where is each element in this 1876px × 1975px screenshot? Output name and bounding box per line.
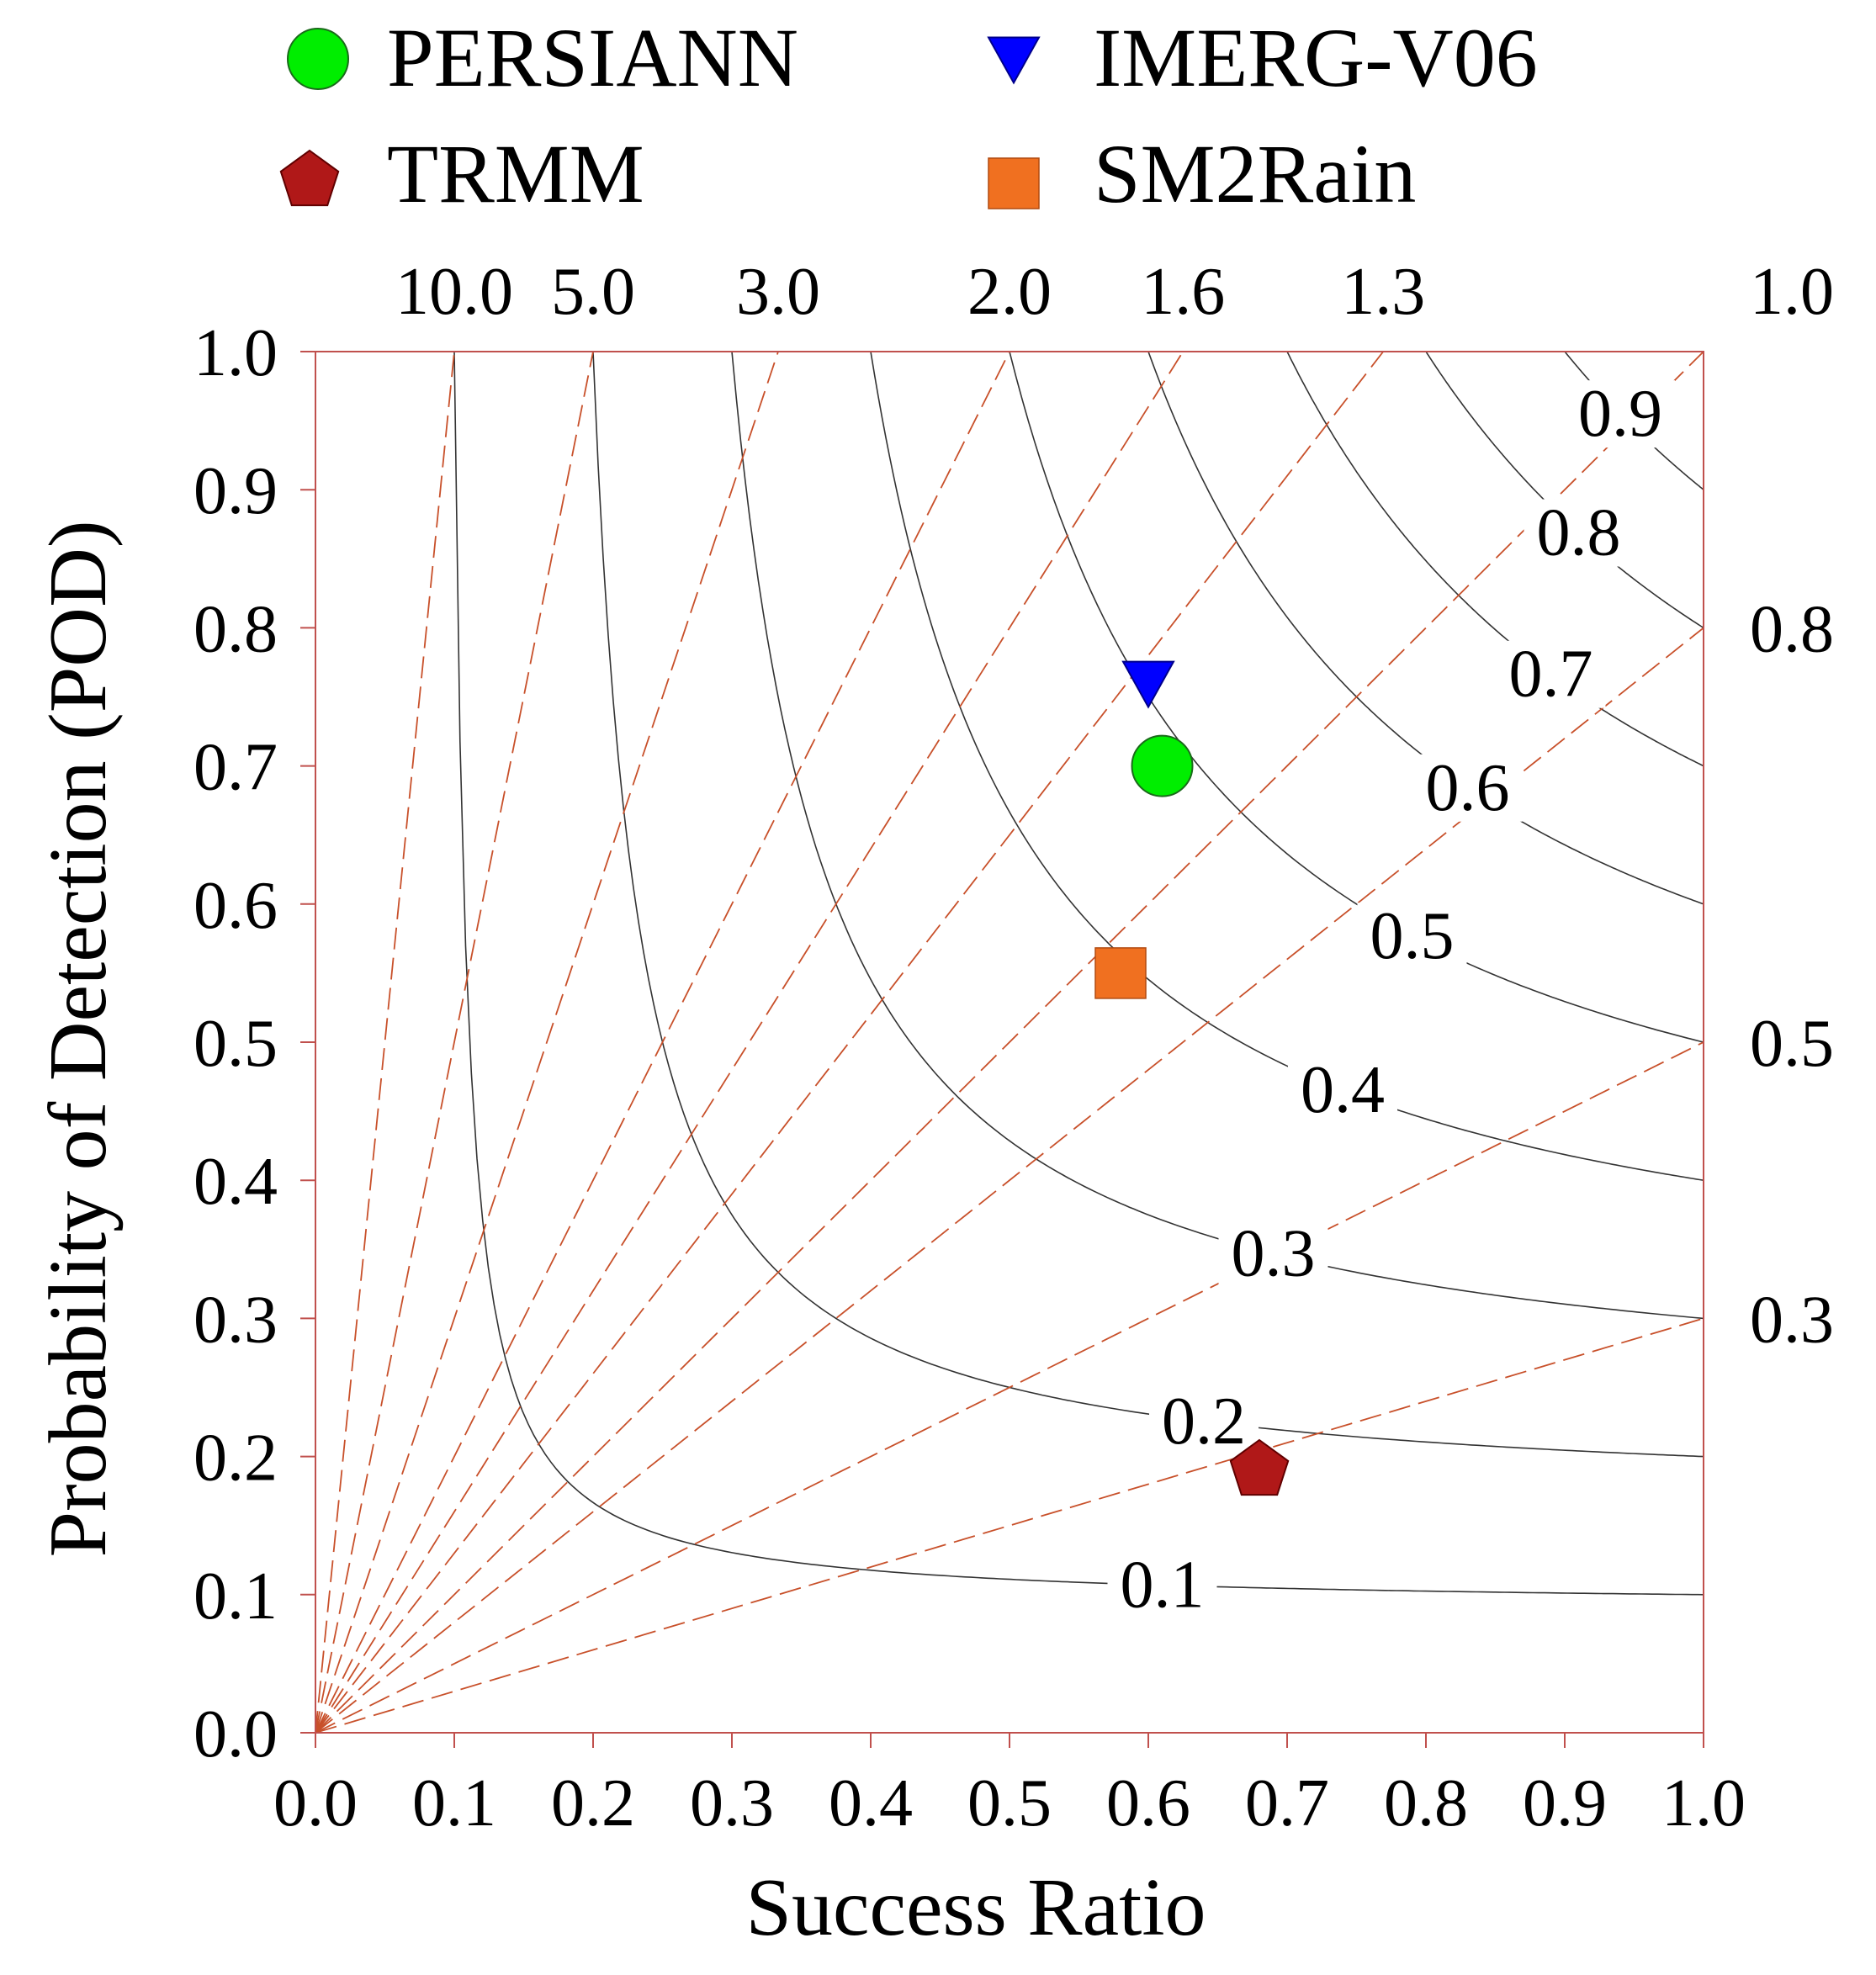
- legend-label: TRMM: [387, 127, 644, 220]
- data-point-persiann: [1131, 734, 1194, 797]
- x-tick-label: 0.0: [273, 1766, 358, 1840]
- chart-markers-layer: [1094, 660, 1290, 1496]
- csi-line: [1286, 351, 1704, 767]
- y-tick-label: 0.3: [193, 1283, 278, 1357]
- bias-top-label: 2.0: [967, 255, 1052, 329]
- bias-top-label: 1.6: [1141, 255, 1225, 329]
- y-tick-label: 0.4: [193, 1145, 278, 1219]
- x-tick-label: 0.5: [967, 1766, 1052, 1840]
- legend-marker-persiann: [287, 28, 349, 90]
- csi-line: [453, 351, 1704, 1596]
- csi-label: 0.1: [1121, 1549, 1205, 1623]
- legend-item: SM2Rain: [988, 127, 1416, 220]
- csi-line: [731, 351, 1704, 1320]
- x-tick-label: 0.2: [551, 1766, 635, 1840]
- bias-line: [315, 351, 594, 1734]
- csi-label: 0.5: [1370, 899, 1455, 973]
- csi-label-background: [1357, 903, 1467, 971]
- x-tick-label: 0.7: [1245, 1766, 1329, 1840]
- csi-label: 0.4: [1301, 1053, 1385, 1127]
- y-tick-label: 0.5: [193, 1007, 278, 1081]
- csi-label: 0.2: [1162, 1385, 1246, 1459]
- plot-frame-layer: [300, 351, 1704, 1748]
- chart-labels-layer: 0.0 0.1 0.2 0.3 0.4 0.5 0.6 0.7 0.8 0.9 1.0 0.0 0.1 0…: [193, 255, 1834, 1840]
- y-tick-label: 0.7: [193, 731, 278, 805]
- bias-top-label: 3.0: [736, 255, 820, 329]
- x-tick-label: 0.8: [1384, 1766, 1468, 1840]
- x-tick-label: 0.9: [1523, 1766, 1607, 1840]
- bias-line: [315, 351, 1704, 1734]
- bias-top-label: 1.0: [1750, 255, 1834, 329]
- x-axis-title: Success Ratio: [745, 1862, 1206, 1953]
- bias-top-label: 5.0: [551, 255, 635, 329]
- x-tick-label: 0.3: [690, 1766, 774, 1840]
- bias-line: [315, 351, 1010, 1734]
- csi-line: [870, 351, 1704, 1181]
- bias-line: [315, 1041, 1704, 1734]
- legend: PERSIANN IMERG-V06 TRMM SM2Rain: [279, 11, 1538, 220]
- y-tick-label: 0.9: [193, 454, 278, 528]
- bias-top-label: 1.3: [1341, 255, 1425, 329]
- bias-right-label: 0.8: [1750, 592, 1834, 666]
- csi-label-background: [1107, 1551, 1217, 1619]
- csi-label: 0.8: [1537, 496, 1621, 570]
- legend-marker-sm2rain: [988, 157, 1040, 209]
- bias-line: [315, 351, 1184, 1734]
- csi-label: 0.7: [1509, 638, 1593, 712]
- chart-lines-layer: [315, 351, 1704, 1734]
- data-point-imerg-v06: [1121, 660, 1175, 709]
- csi-line: [1009, 351, 1704, 1043]
- y-tick-label: 0.6: [193, 869, 278, 943]
- y-tick-label: 1.0: [193, 316, 278, 390]
- y-tick-label: 0.0: [193, 1697, 278, 1771]
- csi-label-background: [1288, 1056, 1397, 1124]
- bias-top-label: 10.0: [395, 255, 513, 329]
- legend-item: TRMM: [279, 127, 644, 220]
- legend-item: IMERG-V06: [987, 11, 1538, 104]
- y-tick-label: 0.2: [193, 1422, 278, 1496]
- legend-marker-trmm: [279, 149, 340, 207]
- legend-item: PERSIANN: [287, 11, 798, 104]
- bias-line: [315, 351, 455, 1734]
- x-tick-label: 0.4: [829, 1766, 913, 1840]
- data-point-sm2rain: [1094, 947, 1147, 999]
- x-tick-label: 0.1: [412, 1766, 496, 1840]
- csi-label-background: [1218, 1220, 1328, 1288]
- bias-line: [315, 627, 1704, 1734]
- legend-label: IMERG-V06: [1094, 11, 1538, 104]
- bias-line: [315, 351, 1384, 1734]
- y-tick-label: 0.1: [193, 1559, 278, 1633]
- x-tick-label: 0.6: [1106, 1766, 1190, 1840]
- legend-marker-imerg-v06: [987, 36, 1041, 85]
- csi-label: 0.9: [1578, 377, 1662, 451]
- csi-label: 0.3: [1232, 1217, 1316, 1291]
- bias-right-label: 0.5: [1750, 1007, 1834, 1081]
- csi-label-background: [1524, 499, 1634, 567]
- y-tick-label: 0.8: [193, 592, 278, 666]
- legend-label: PERSIANN: [387, 11, 798, 104]
- bias-right-label: 0.3: [1750, 1283, 1834, 1357]
- legend-label: SM2Rain: [1094, 127, 1416, 220]
- csi-label: 0.6: [1426, 751, 1510, 825]
- data-point-trmm: [1229, 1438, 1290, 1496]
- csi-label-background: [1566, 380, 1675, 448]
- csi-label-background: [1496, 640, 1606, 708]
- x-tick-label: 1.0: [1661, 1766, 1746, 1840]
- bias-line: [315, 351, 779, 1734]
- csi-label-background: [1412, 754, 1523, 822]
- csi-label-background: [1149, 1387, 1259, 1455]
- y-axis-title: Probability of Detection (POD): [33, 521, 124, 1558]
